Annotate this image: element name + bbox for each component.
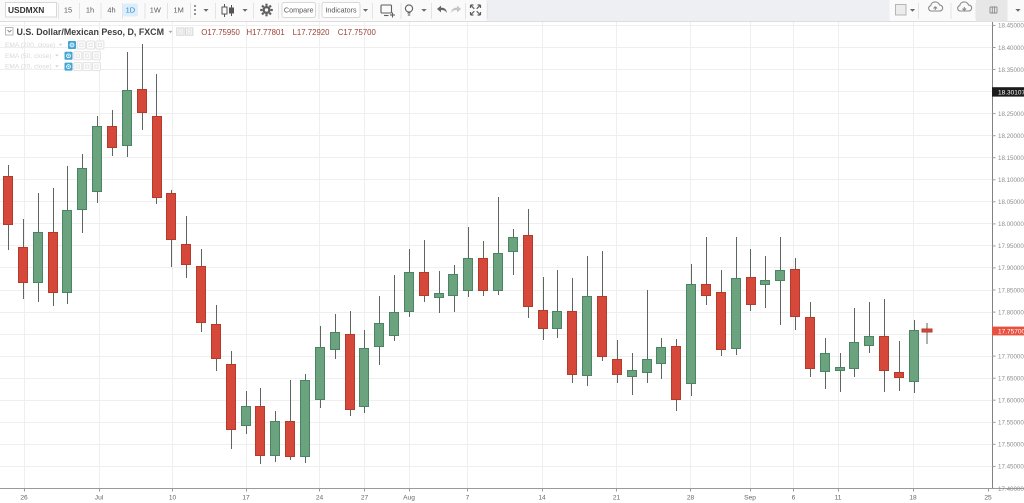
svg-text:25: 25 — [984, 494, 992, 501]
svg-text:14: 14 — [538, 494, 546, 501]
svg-text:18.40000: 18.40000 — [998, 45, 1024, 52]
svg-text:28: 28 — [687, 494, 695, 501]
svg-text:21: 21 — [613, 494, 621, 501]
svg-text:U.S. Dollar/Mexican Peso, D, F: U.S. Dollar/Mexican Peso, D, FXCM — [17, 27, 164, 37]
svg-text:17.55000: 17.55000 — [998, 420, 1024, 427]
svg-text:17.65000: 17.65000 — [998, 376, 1024, 383]
svg-text:18.45000: 18.45000 — [998, 23, 1024, 30]
svg-text:18: 18 — [909, 494, 917, 501]
svg-text:26: 26 — [20, 494, 28, 501]
svg-text:18.30107: 18.30107 — [998, 89, 1024, 96]
svg-text:17.80000: 17.80000 — [998, 309, 1024, 316]
svg-text:17.50000: 17.50000 — [998, 442, 1024, 449]
svg-text:17.45000: 17.45000 — [998, 464, 1024, 471]
svg-text:1D: 1D — [126, 6, 135, 15]
svg-text:18.10000: 18.10000 — [998, 177, 1024, 184]
svg-text:10: 10 — [169, 494, 177, 501]
svg-text:USDMXN: USDMXN — [8, 5, 44, 15]
svg-text:1W: 1W — [150, 6, 161, 15]
svg-text:18.20000: 18.20000 — [998, 133, 1024, 140]
svg-text:17.75700: 17.75700 — [998, 329, 1024, 336]
svg-text:17.40000: 17.40000 — [998, 486, 1024, 493]
svg-text:H17.77801: H17.77801 — [247, 28, 285, 37]
svg-text:4h: 4h — [107, 6, 115, 15]
svg-text:18.15000: 18.15000 — [998, 155, 1024, 162]
svg-text:18.35000: 18.35000 — [998, 67, 1024, 74]
svg-text:7: 7 — [466, 494, 470, 501]
svg-text:15: 15 — [64, 6, 72, 15]
svg-text:1h: 1h — [86, 6, 94, 15]
svg-text:6: 6 — [792, 494, 796, 501]
svg-text:Compare: Compare — [284, 6, 314, 15]
svg-text:1M: 1M — [174, 6, 184, 15]
svg-text:O17.75950: O17.75950 — [201, 28, 240, 37]
svg-text:17.85000: 17.85000 — [998, 287, 1024, 294]
svg-text:18.05000: 18.05000 — [998, 199, 1024, 206]
svg-text:17.95000: 17.95000 — [998, 243, 1024, 250]
svg-text:C17.75700: C17.75700 — [338, 28, 377, 37]
svg-text:11: 11 — [835, 494, 842, 501]
svg-text:17.90000: 17.90000 — [998, 265, 1024, 272]
svg-text:Sep: Sep — [744, 494, 756, 501]
svg-text:17.70000: 17.70000 — [998, 353, 1024, 360]
svg-text:EMA (20, close): EMA (20, close) — [5, 64, 52, 71]
svg-text:EMA (200, close): EMA (200, close) — [5, 42, 55, 49]
svg-text:17: 17 — [242, 494, 250, 501]
svg-text:18.00000: 18.00000 — [998, 221, 1024, 228]
svg-text:L17.72920: L17.72920 — [293, 28, 331, 37]
svg-text:24: 24 — [316, 494, 324, 501]
svg-text:17.60000: 17.60000 — [998, 398, 1024, 405]
svg-text:18.25000: 18.25000 — [998, 111, 1024, 118]
svg-text:Jul: Jul — [95, 494, 104, 501]
svg-text:Indicators: Indicators — [325, 6, 357, 15]
svg-text:27: 27 — [361, 494, 369, 501]
svg-text:Aug: Aug — [403, 494, 415, 501]
svg-text:EMA (50, close): EMA (50, close) — [5, 53, 52, 60]
